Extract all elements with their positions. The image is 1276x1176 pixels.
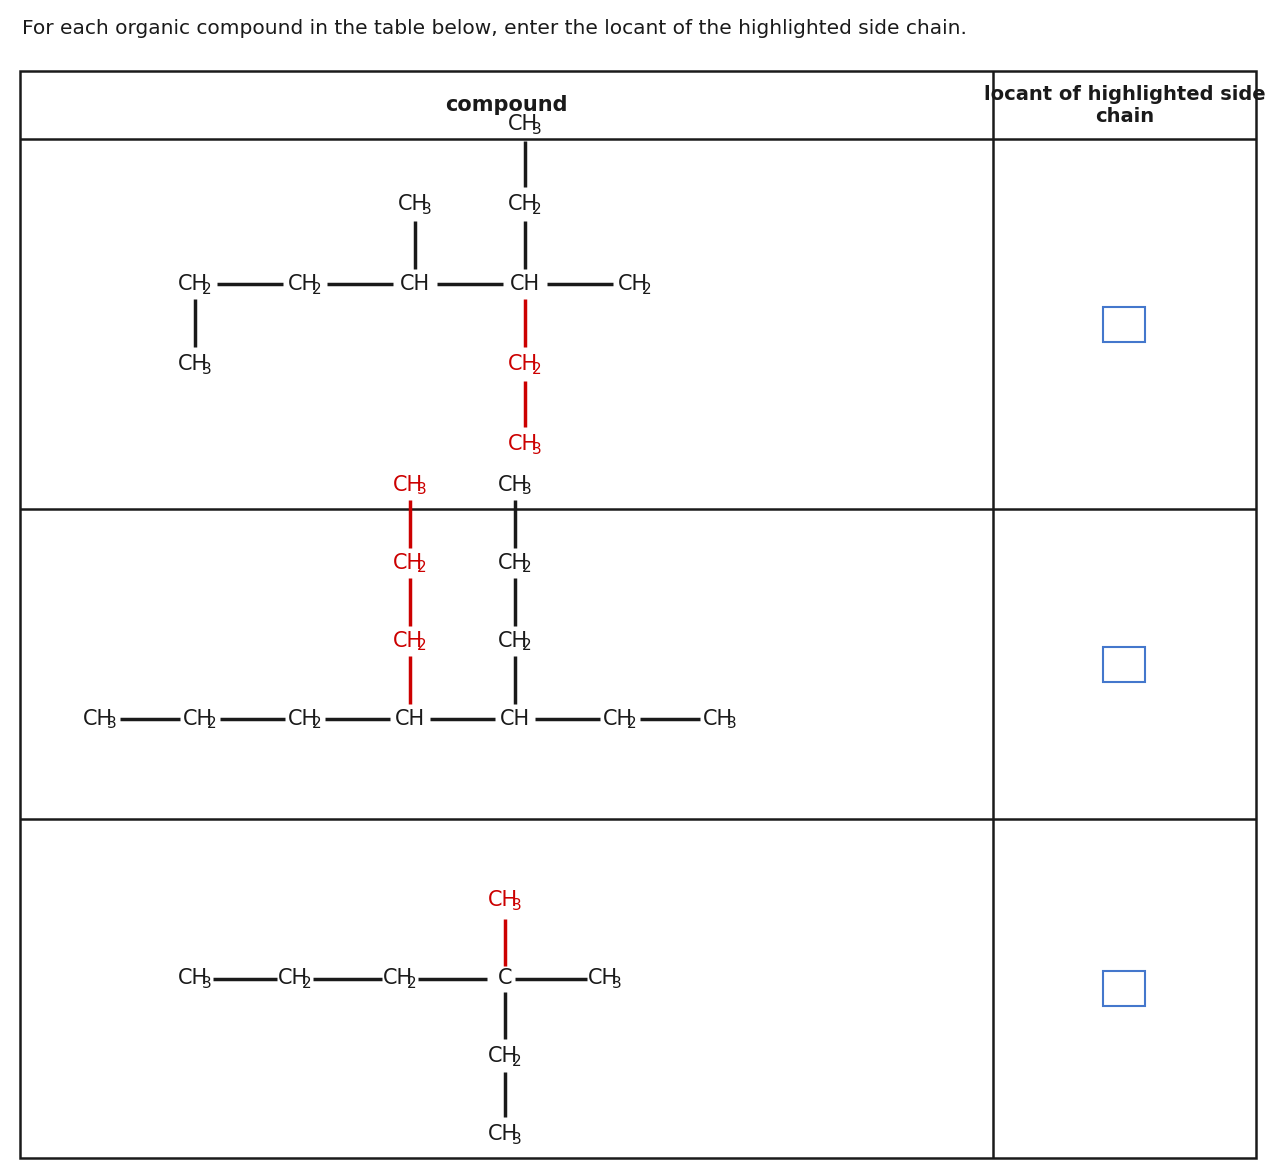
Text: CH: CH [182,709,213,729]
Text: 3: 3 [532,121,542,136]
Text: CH: CH [399,274,430,294]
Text: CH: CH [177,969,208,989]
Text: 2: 2 [522,561,532,575]
Bar [1104,971,1146,1005]
Text: 3: 3 [532,441,542,456]
Text: CH: CH [278,969,308,989]
Text: 3: 3 [612,976,621,991]
Text: 3: 3 [417,482,427,497]
Text: CH: CH [487,890,518,910]
Text: 2: 2 [302,976,311,991]
Text: CH: CH [288,709,318,729]
Text: CH: CH [487,1124,518,1144]
Text: 3: 3 [522,482,532,497]
Text: 2: 2 [313,281,322,296]
Text: CH: CH [498,553,528,573]
Text: CH: CH [508,434,538,454]
Text: 2: 2 [628,716,637,731]
Text: 2: 2 [512,1054,522,1069]
Text: CH: CH [618,274,648,294]
Text: 2: 2 [407,976,417,991]
Text: CH: CH [288,274,318,294]
Text: CH: CH [396,709,425,729]
Text: CH: CH [83,709,114,729]
Text: CH: CH [177,274,208,294]
Text: For each organic compound in the table below, enter the locant of the highlighte: For each organic compound in the table b… [22,19,967,38]
Text: CH: CH [498,475,528,495]
Text: CH: CH [398,194,427,214]
Text: 3: 3 [422,201,431,216]
Text: CH: CH [703,709,734,729]
Text: 3: 3 [727,716,736,731]
Text: 2: 2 [207,716,217,731]
Text: 2: 2 [642,281,652,296]
Text: 2: 2 [417,639,426,654]
Bar [1104,647,1146,682]
Text: CH: CH [487,1047,518,1067]
Text: CH: CH [510,274,540,294]
Text: 2: 2 [532,361,542,376]
Text: CH: CH [177,354,208,374]
Text: CH: CH [604,709,633,729]
Text: 2: 2 [532,201,542,216]
Text: CH: CH [498,632,528,652]
Text: 3: 3 [107,716,117,731]
Text: CH: CH [508,114,538,134]
Bar [1104,307,1146,341]
Text: 2: 2 [313,716,322,731]
Text: CH: CH [393,475,424,495]
Text: 2: 2 [522,639,532,654]
Text: 3: 3 [512,1132,522,1147]
Text: 3: 3 [202,361,212,376]
Text: 2: 2 [417,561,426,575]
Text: 3: 3 [202,976,212,991]
Text: CH: CH [393,632,424,652]
Text: C: C [498,969,512,989]
Text: CH: CH [508,194,538,214]
Text: CH: CH [393,553,424,573]
Text: CH: CH [500,709,530,729]
Text: compound: compound [445,95,568,115]
Text: CH: CH [508,354,538,374]
Text: CH: CH [383,969,413,989]
Text: CH: CH [588,969,618,989]
Text: 3: 3 [512,898,522,913]
Text: locant of highlighted side
chain: locant of highlighted side chain [984,85,1266,126]
Text: 2: 2 [202,281,212,296]
